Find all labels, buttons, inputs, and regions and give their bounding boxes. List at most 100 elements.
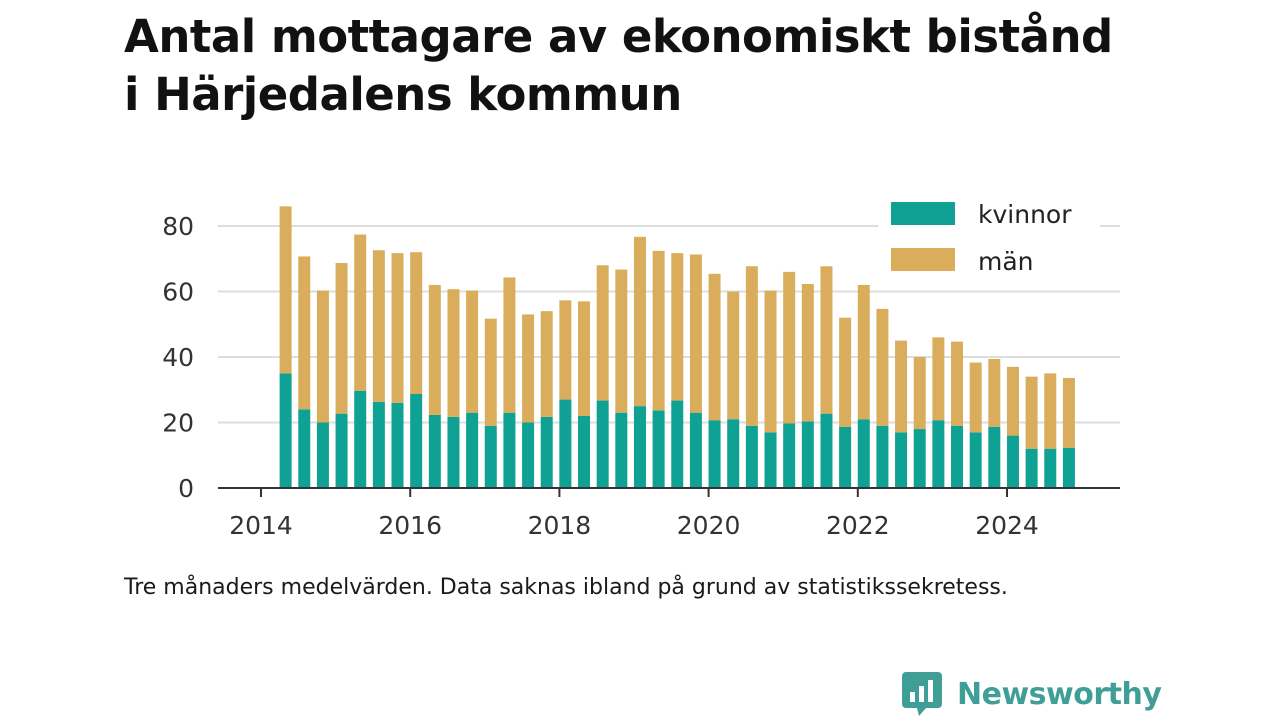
legend-swatch-man [891, 248, 955, 271]
bar-kvinnor [727, 419, 740, 488]
bar-kvinnor [633, 406, 646, 488]
bar-kvinnor [932, 420, 945, 488]
bar-man [857, 284, 870, 420]
bar-man [951, 341, 964, 426]
brand-name: Newsworthy [957, 676, 1162, 712]
bar-kvinnor [652, 410, 665, 488]
x-tick-label: 2020 [677, 511, 741, 540]
bar-man [466, 290, 479, 413]
bar-man [745, 266, 758, 426]
bar-man [1062, 377, 1075, 448]
bar-man [671, 253, 684, 401]
bar-man [913, 357, 926, 430]
chart-caption: Tre månaders medelvärden. Data saknas ib… [124, 575, 1008, 600]
bar-kvinnor [335, 413, 348, 488]
bar-kvinnor [391, 402, 404, 488]
bar-kvinnor [969, 432, 982, 488]
bar-kvinnor [689, 412, 702, 488]
bar-kvinnor [298, 409, 311, 488]
brand-logo: Newsworthy [902, 670, 1162, 718]
bar-kvinnor [466, 412, 479, 488]
bar-kvinnor [839, 426, 852, 488]
bar-man [335, 263, 348, 414]
bar-man [615, 269, 628, 413]
bar-kvinnor [559, 399, 572, 488]
bar-man [540, 311, 553, 417]
bar-man [876, 308, 889, 426]
bar-kvinnor [801, 421, 814, 488]
bar-man [895, 340, 908, 433]
bar-man [727, 291, 740, 420]
x-tick-label: 2014 [229, 511, 293, 540]
newsworthy-logo-icon [902, 672, 942, 716]
bar-man [932, 337, 945, 421]
bar-kvinnor [354, 390, 367, 488]
bar-man [596, 265, 609, 401]
bar-kvinnor [596, 400, 609, 488]
bar-kvinnor [447, 416, 460, 488]
bar-man [764, 290, 777, 433]
bar-man [652, 250, 665, 411]
y-tick-label: 40 [162, 343, 194, 372]
bar-kvinnor [428, 414, 441, 488]
y-tick-label: 20 [162, 409, 194, 438]
bar-kvinnor [410, 394, 423, 488]
bar-kvinnor [316, 422, 329, 488]
bar-man [988, 358, 1001, 427]
bar-kvinnor [988, 426, 1001, 488]
chart-title-line-1: Antal mottagare av ekonomiskt bistånd [124, 10, 1113, 63]
bar-kvinnor [764, 432, 777, 488]
bar-kvinnor [522, 422, 535, 488]
bar-man [633, 236, 646, 407]
bar-kvinnor [372, 401, 385, 488]
bar-man [708, 273, 721, 421]
bar-kvinnor [1025, 448, 1038, 488]
bar-man [391, 253, 404, 403]
x-tick-label: 2016 [378, 511, 442, 540]
bar-man [783, 271, 796, 424]
bar-man [839, 317, 852, 427]
bar-kvinnor [745, 425, 758, 488]
bar-kvinnor [1006, 435, 1019, 488]
bar-man [279, 206, 292, 374]
bar-man [689, 254, 702, 413]
bar-man [372, 250, 385, 402]
bar-man [1006, 366, 1019, 436]
legend-label-man: män [978, 247, 1034, 276]
bar-kvinnor [783, 423, 796, 488]
bar-kvinnor [578, 415, 591, 488]
bar-kvinnor [876, 425, 889, 488]
bar-man [1025, 376, 1038, 449]
bar-kvinnor [895, 432, 908, 488]
y-tick-label: 80 [162, 212, 194, 241]
bar-man [969, 362, 982, 433]
bar-kvinnor [671, 400, 684, 488]
bar-man [410, 252, 423, 395]
chart-title: Antal mottagare av ekonomiskt bistånd i … [124, 8, 1224, 124]
x-tick-label: 2024 [975, 511, 1039, 540]
x-tick-label: 2018 [528, 511, 592, 540]
bar-man [801, 283, 814, 422]
bar-kvinnor [615, 412, 628, 488]
bar-kvinnor [503, 412, 516, 488]
bar-kvinnor [540, 416, 553, 488]
bar-kvinnor [708, 420, 721, 488]
bar-man [1044, 373, 1057, 449]
bar-kvinnor [1062, 447, 1075, 488]
bar-man [503, 277, 516, 413]
bar-kvinnor [857, 419, 870, 488]
bar-man [447, 289, 460, 417]
bar-kvinnor [484, 425, 497, 488]
chart-title-line-2: i Härjedalens kommun [124, 68, 682, 121]
bar-kvinnor [913, 429, 926, 488]
bar-kvinnor [820, 413, 833, 488]
bar-man [484, 318, 497, 426]
y-tick-label: 0 [178, 474, 194, 503]
bar-kvinnor [951, 425, 964, 488]
legend-label-kvinnor: kvinnor [978, 200, 1072, 229]
bar-man [428, 284, 441, 415]
bar-man [578, 301, 591, 416]
bar-man [522, 314, 535, 423]
bar-kvinnor [279, 373, 292, 488]
